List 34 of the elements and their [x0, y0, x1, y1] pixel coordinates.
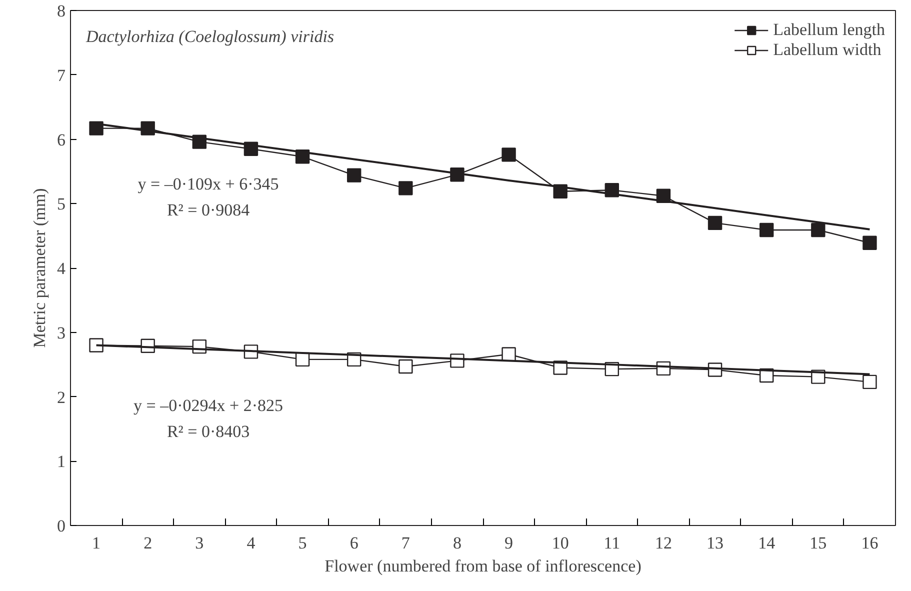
- y-tick-label: 2: [57, 388, 66, 407]
- y-tick-label: 5: [57, 194, 66, 214]
- y-tick-label: 7: [57, 66, 66, 85]
- x-tick-label: 1: [92, 534, 101, 552]
- y-tick-label: 6: [57, 130, 66, 150]
- y-tick-label: 1: [57, 452, 66, 472]
- x-tick-label: 11: [604, 534, 620, 552]
- y-axis-title: Metric parameter (mm): [30, 188, 49, 348]
- x-tick-label: 13: [706, 534, 724, 552]
- x-tick-label: 10: [552, 534, 569, 552]
- x-tick-label: 5: [298, 534, 307, 552]
- legend-label: Labellum width: [773, 40, 882, 60]
- y-tick-label: 3: [57, 323, 66, 342]
- x-tick-label: 6: [350, 534, 358, 552]
- text: Dactylorhiza (Coeloglossum) viridis: [84, 26, 334, 46]
- x-axis-title: Flower (numbered from base of inflorescence): [324, 556, 642, 576]
- x-tick-label: 14: [758, 534, 776, 552]
- legend-label: Labellum length: [773, 20, 885, 40]
- y-tick-label: 4: [57, 259, 66, 278]
- x-tick-label: 8: [452, 534, 462, 552]
- x-tick-label: 3: [195, 534, 204, 552]
- annotation: y = –0·109x + 6·345: [138, 174, 279, 194]
- x-tick-label: 16: [861, 534, 878, 552]
- x-tick-label: 2: [144, 534, 152, 552]
- y-tick-label: 8: [57, 2, 66, 20]
- y-tick-label: 0: [57, 516, 66, 536]
- annotation: R² = 0·8403: [166, 422, 250, 441]
- annotation: R² = 0·9084: [166, 200, 250, 220]
- x-tick-label: 12: [654, 534, 672, 552]
- x-tick-label: 4: [246, 534, 256, 552]
- x-tick-label: 15: [810, 534, 827, 552]
- x-tick-label: 9: [504, 534, 514, 552]
- annotation: y = –0·0294x + 2·825: [134, 396, 284, 415]
- x-tick-label: 7: [401, 534, 410, 552]
